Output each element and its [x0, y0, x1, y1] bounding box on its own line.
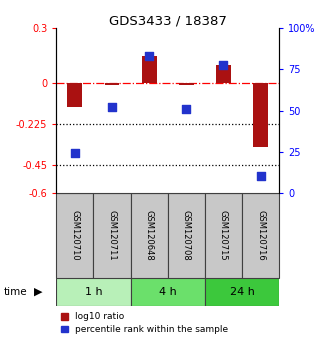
- Bar: [242, 193, 279, 278]
- Text: GSM120715: GSM120715: [219, 210, 228, 261]
- Text: GSM120648: GSM120648: [145, 210, 154, 261]
- Bar: [105, 83, 119, 85]
- Text: GSM120716: GSM120716: [256, 210, 265, 261]
- Point: [221, 62, 226, 67]
- Text: GSM120711: GSM120711: [108, 210, 117, 261]
- Bar: [179, 83, 194, 85]
- Text: ▶: ▶: [34, 287, 42, 297]
- Bar: [131, 278, 205, 306]
- Bar: [253, 83, 268, 147]
- Bar: [216, 65, 231, 83]
- Point: [258, 174, 263, 179]
- Bar: [142, 56, 157, 83]
- Point: [147, 53, 152, 59]
- Point: [184, 106, 189, 112]
- Text: time: time: [3, 287, 27, 297]
- Bar: [168, 193, 205, 278]
- Point: [109, 104, 115, 110]
- Title: GDS3433 / 18387: GDS3433 / 18387: [109, 14, 227, 27]
- Bar: [93, 193, 131, 278]
- Bar: [205, 278, 279, 306]
- Bar: [67, 83, 82, 107]
- Bar: [131, 193, 168, 278]
- Legend: log10 ratio, percentile rank within the sample: log10 ratio, percentile rank within the …: [61, 313, 228, 334]
- Text: GSM120710: GSM120710: [70, 210, 79, 261]
- Point: [72, 150, 77, 156]
- Text: GSM120708: GSM120708: [182, 210, 191, 261]
- Bar: [56, 193, 93, 278]
- Bar: [205, 193, 242, 278]
- Text: 1 h: 1 h: [84, 287, 102, 297]
- Text: 4 h: 4 h: [159, 287, 177, 297]
- Text: 24 h: 24 h: [230, 287, 255, 297]
- Bar: [56, 278, 131, 306]
